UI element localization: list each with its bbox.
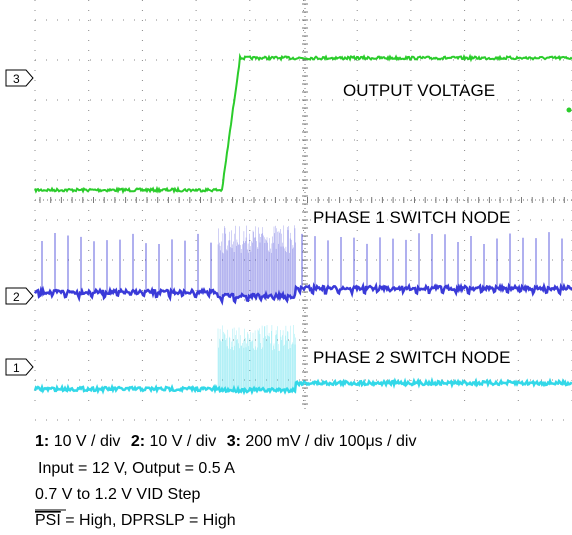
ch-label: 1: — [35, 433, 49, 450]
ch-label: 3: — [227, 433, 241, 450]
marker-box — [5, 69, 34, 87]
signal-rest: = High, DPRSLP = High — [61, 512, 236, 529]
channel-marker: 3 — [13, 72, 20, 86]
ch-label: 2: — [131, 433, 145, 450]
ch-scale: 10 V / div — [54, 433, 121, 450]
marker-box — [5, 358, 34, 376]
trace-marker — [566, 107, 572, 113]
condition: 0.7 V to 1.2 V VID Step — [35, 486, 201, 503]
channel-markers: 3 2 1 — [5, 69, 34, 376]
grid — [34, 0, 572, 421]
channel-marker: 1 — [13, 361, 20, 375]
marker-box — [5, 287, 34, 305]
phase2-trace — [33, 376, 572, 396]
ch-scale: 10 V / div — [150, 433, 217, 450]
ch-scale: 200 mV / div 100μs / div — [245, 433, 416, 450]
scale-line: 1: 10 V / div 2: 10 V / div 3: 200 mV / … — [35, 433, 416, 450]
channel-marker: 2 — [13, 290, 20, 304]
condition: PSI = High, DPRSLP = High — [35, 512, 236, 529]
trace-label: PHASE 1 SWITCH NODE — [313, 208, 510, 227]
output-voltage-trace — [34, 52, 572, 195]
trace-label: PHASE 2 SWITCH NODE — [313, 348, 510, 367]
waveforms — [33, 52, 572, 396]
condition: Input = 12 V, Output = 0.5 A — [38, 460, 235, 477]
trace-label: OUTPUT VOLTAGE — [343, 81, 495, 100]
phase1-trace — [33, 281, 572, 306]
signal-psi: PSI — [35, 512, 61, 529]
